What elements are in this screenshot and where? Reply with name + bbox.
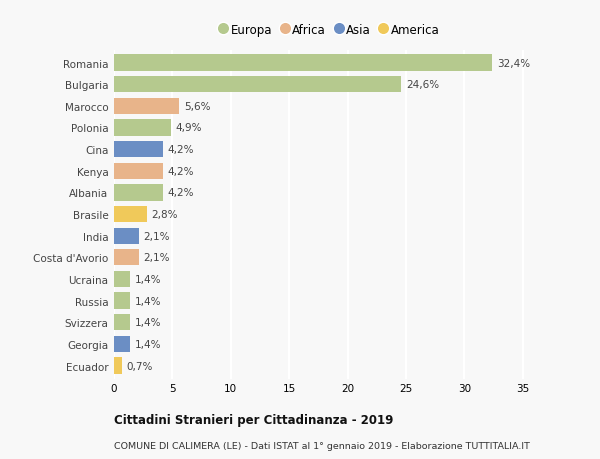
Bar [114,56,492,72]
Text: 2,1%: 2,1% [143,253,170,263]
Text: 4,2%: 4,2% [168,167,194,176]
Bar [114,77,401,93]
Bar [114,120,171,136]
Text: COMUNE DI CALIMERA (LE) - Dati ISTAT al 1° gennaio 2019 - Elaborazione TUTTITALI: COMUNE DI CALIMERA (LE) - Dati ISTAT al … [114,441,530,450]
Text: 0,7%: 0,7% [127,361,153,371]
Text: 4,2%: 4,2% [168,188,194,198]
Bar [114,358,122,374]
Text: 5,6%: 5,6% [184,101,211,112]
Bar [114,207,146,223]
Text: 4,9%: 4,9% [176,123,202,133]
Text: 2,1%: 2,1% [143,231,170,241]
Text: 1,4%: 1,4% [135,274,161,284]
Bar [114,142,163,158]
Bar [114,314,130,330]
Text: 1,4%: 1,4% [135,318,161,328]
Text: 24,6%: 24,6% [406,80,439,90]
Bar [114,163,163,179]
Text: 1,4%: 1,4% [135,296,161,306]
Bar [114,271,130,287]
Bar [114,293,130,309]
Bar [114,99,179,115]
Text: 1,4%: 1,4% [135,339,161,349]
Text: Cittadini Stranieri per Cittadinanza - 2019: Cittadini Stranieri per Cittadinanza - 2… [114,413,394,426]
Text: 4,2%: 4,2% [168,145,194,155]
Legend: Europa, Africa, Asia, America: Europa, Africa, Asia, America [220,23,440,37]
Bar [114,250,139,266]
Bar [114,185,163,201]
Bar [114,228,139,244]
Text: 2,8%: 2,8% [151,210,178,219]
Bar [114,336,130,352]
Text: 32,4%: 32,4% [497,58,530,68]
